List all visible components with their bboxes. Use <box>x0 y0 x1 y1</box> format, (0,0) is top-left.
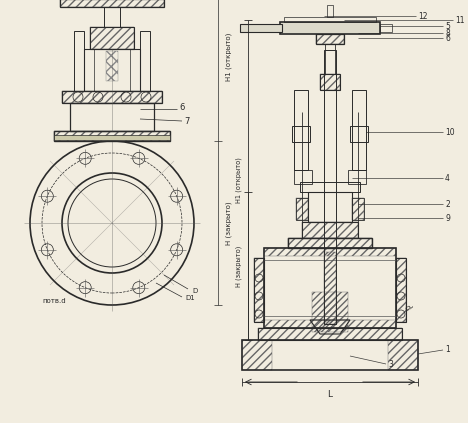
Bar <box>352 198 364 220</box>
Bar <box>324 252 336 324</box>
Bar <box>60 0 164 7</box>
Text: L: L <box>328 390 332 399</box>
Text: H (закрыто): H (закрыто) <box>226 201 233 245</box>
Bar <box>106 51 118 81</box>
Bar <box>302 222 358 238</box>
Bar <box>264 248 396 328</box>
Text: 5: 5 <box>445 22 450 30</box>
Bar <box>84 49 140 91</box>
Text: 12: 12 <box>418 11 427 20</box>
Bar <box>294 170 312 184</box>
Bar <box>380 24 392 32</box>
Bar <box>316 34 344 44</box>
Bar <box>254 258 264 322</box>
Text: 8: 8 <box>445 28 450 38</box>
Bar <box>288 238 372 248</box>
Bar <box>70 103 154 131</box>
Text: H1 (открыто): H1 (открыто) <box>235 157 242 203</box>
Bar <box>104 7 120 27</box>
Bar <box>90 27 134 49</box>
Bar <box>240 24 282 32</box>
Bar <box>242 340 272 370</box>
Text: H (закрыто): H (закрыто) <box>235 245 242 287</box>
Text: 10: 10 <box>445 127 454 137</box>
Bar <box>294 90 308 170</box>
Text: 7: 7 <box>184 116 190 126</box>
Text: 2: 2 <box>445 200 450 209</box>
Bar <box>308 192 352 222</box>
Bar <box>288 238 372 248</box>
Bar <box>60 0 164 7</box>
Bar <box>90 27 134 49</box>
Text: D: D <box>192 288 197 294</box>
Bar <box>62 91 162 103</box>
Bar <box>296 198 308 220</box>
Bar <box>352 90 366 170</box>
Bar <box>396 258 406 322</box>
Bar <box>258 328 402 340</box>
Bar <box>254 258 264 322</box>
Text: D1: D1 <box>185 295 195 301</box>
Bar <box>325 44 335 74</box>
Bar <box>396 258 406 322</box>
Bar <box>302 222 358 238</box>
Text: H1 (открыто): H1 (открыто) <box>226 33 233 81</box>
Bar <box>284 17 376 22</box>
Bar <box>280 22 380 34</box>
Bar <box>348 170 366 184</box>
Bar <box>94 49 130 91</box>
Bar <box>296 198 308 220</box>
Bar <box>388 340 418 370</box>
Text: 11: 11 <box>455 16 465 25</box>
Bar <box>300 182 360 192</box>
Text: потв.d: потв.d <box>42 298 66 304</box>
Text: 9: 9 <box>445 214 450 222</box>
Bar <box>54 131 170 141</box>
Text: 6: 6 <box>445 33 450 42</box>
Bar <box>352 198 364 220</box>
Bar <box>316 34 344 44</box>
Text: 4: 4 <box>445 173 450 182</box>
Bar <box>54 135 170 140</box>
Text: 3: 3 <box>388 360 393 368</box>
Bar <box>264 248 396 256</box>
Text: 1: 1 <box>445 346 450 354</box>
Bar <box>280 22 380 34</box>
Bar <box>292 126 310 142</box>
Bar <box>320 74 340 90</box>
Bar <box>258 328 402 340</box>
Bar <box>74 31 84 91</box>
Bar <box>242 340 418 370</box>
Text: d: d <box>402 303 412 313</box>
Bar <box>350 126 368 142</box>
Bar <box>327 5 333 17</box>
Bar <box>324 50 336 324</box>
Bar <box>264 320 396 328</box>
Bar <box>320 74 340 90</box>
Bar <box>54 131 170 141</box>
Text: 6: 6 <box>179 102 184 112</box>
Bar <box>62 91 162 103</box>
Bar <box>312 292 348 332</box>
Bar <box>140 31 150 91</box>
